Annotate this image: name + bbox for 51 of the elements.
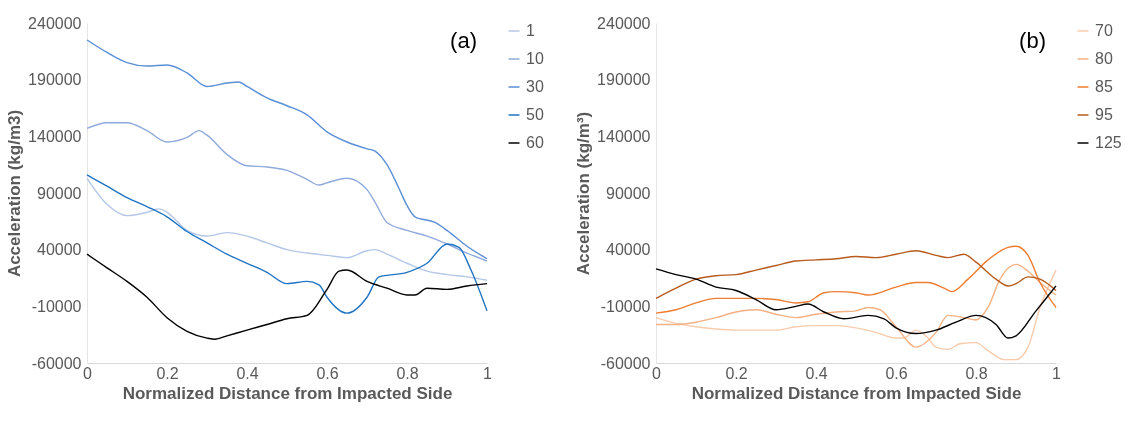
y-axis-title: Acceleration (kg/m³): [574, 111, 594, 276]
line-series: [655, 269, 1057, 361]
y-tick-label: 190000: [28, 71, 82, 89]
chart-title: (b): [1019, 28, 1046, 53]
y-axis-title: Acceleration (kg/m3): [5, 109, 25, 278]
legend-label: 60: [526, 134, 544, 151]
x-axis-title: Normalized Distance from Impacted Side: [122, 383, 453, 403]
legend-label: 80: [1095, 50, 1113, 67]
y-tick-label: 40000: [37, 241, 82, 259]
y-tick-label: 90000: [606, 184, 651, 202]
x-tick-label: 0.6: [885, 364, 908, 382]
legend-label: 50: [526, 106, 544, 123]
y-tick-label: 240000: [28, 14, 82, 32]
line-series: [655, 263, 1057, 348]
legend-label: 30: [526, 78, 544, 95]
x-tick-label: 0.4: [805, 364, 828, 382]
line-series: [655, 250, 1057, 300]
legend-label: 70: [1095, 22, 1113, 39]
x-tick-label: 1: [1052, 364, 1062, 382]
x-tick-label: 0: [83, 364, 93, 382]
line-series: [655, 245, 1057, 314]
y-tick-label: -10000: [600, 297, 651, 315]
x-tick-label: 0.8: [965, 364, 988, 382]
y-tick-label: 90000: [37, 184, 82, 202]
x-tick-label: 0.4: [236, 364, 259, 382]
legend-label: 10: [526, 50, 544, 67]
x-tick-label: 1: [483, 364, 493, 382]
y-tick-label: 240000: [597, 14, 651, 32]
x-axis-title: Normalized Distance from Impacted Side: [691, 383, 1022, 403]
x-tick-label: 0.2: [725, 364, 748, 382]
x-tick-label: 0.2: [156, 364, 179, 382]
chart-title: (a): [450, 28, 477, 53]
y-tick-label: -10000: [31, 297, 82, 315]
x-tick-label: 0: [652, 364, 662, 382]
y-tick-label: 40000: [606, 241, 651, 259]
line-series: [86, 253, 488, 340]
line-series: [86, 122, 488, 262]
line-series: [86, 174, 488, 314]
y-tick-label: -60000: [600, 354, 651, 372]
legend-label: 95: [1095, 106, 1113, 123]
y-tick-label: 190000: [597, 71, 651, 89]
y-tick-label: 140000: [597, 127, 651, 145]
legend-label: 125: [1095, 134, 1122, 151]
x-tick-label: 0.6: [316, 364, 339, 382]
y-tick-label: -60000: [31, 354, 82, 372]
legend-label: 85: [1095, 78, 1113, 95]
legend-label: 1: [526, 22, 535, 39]
x-tick-label: 0.8: [396, 364, 419, 382]
line-series: [655, 268, 1057, 339]
line-series: [86, 177, 488, 281]
y-tick-label: 140000: [28, 127, 82, 145]
